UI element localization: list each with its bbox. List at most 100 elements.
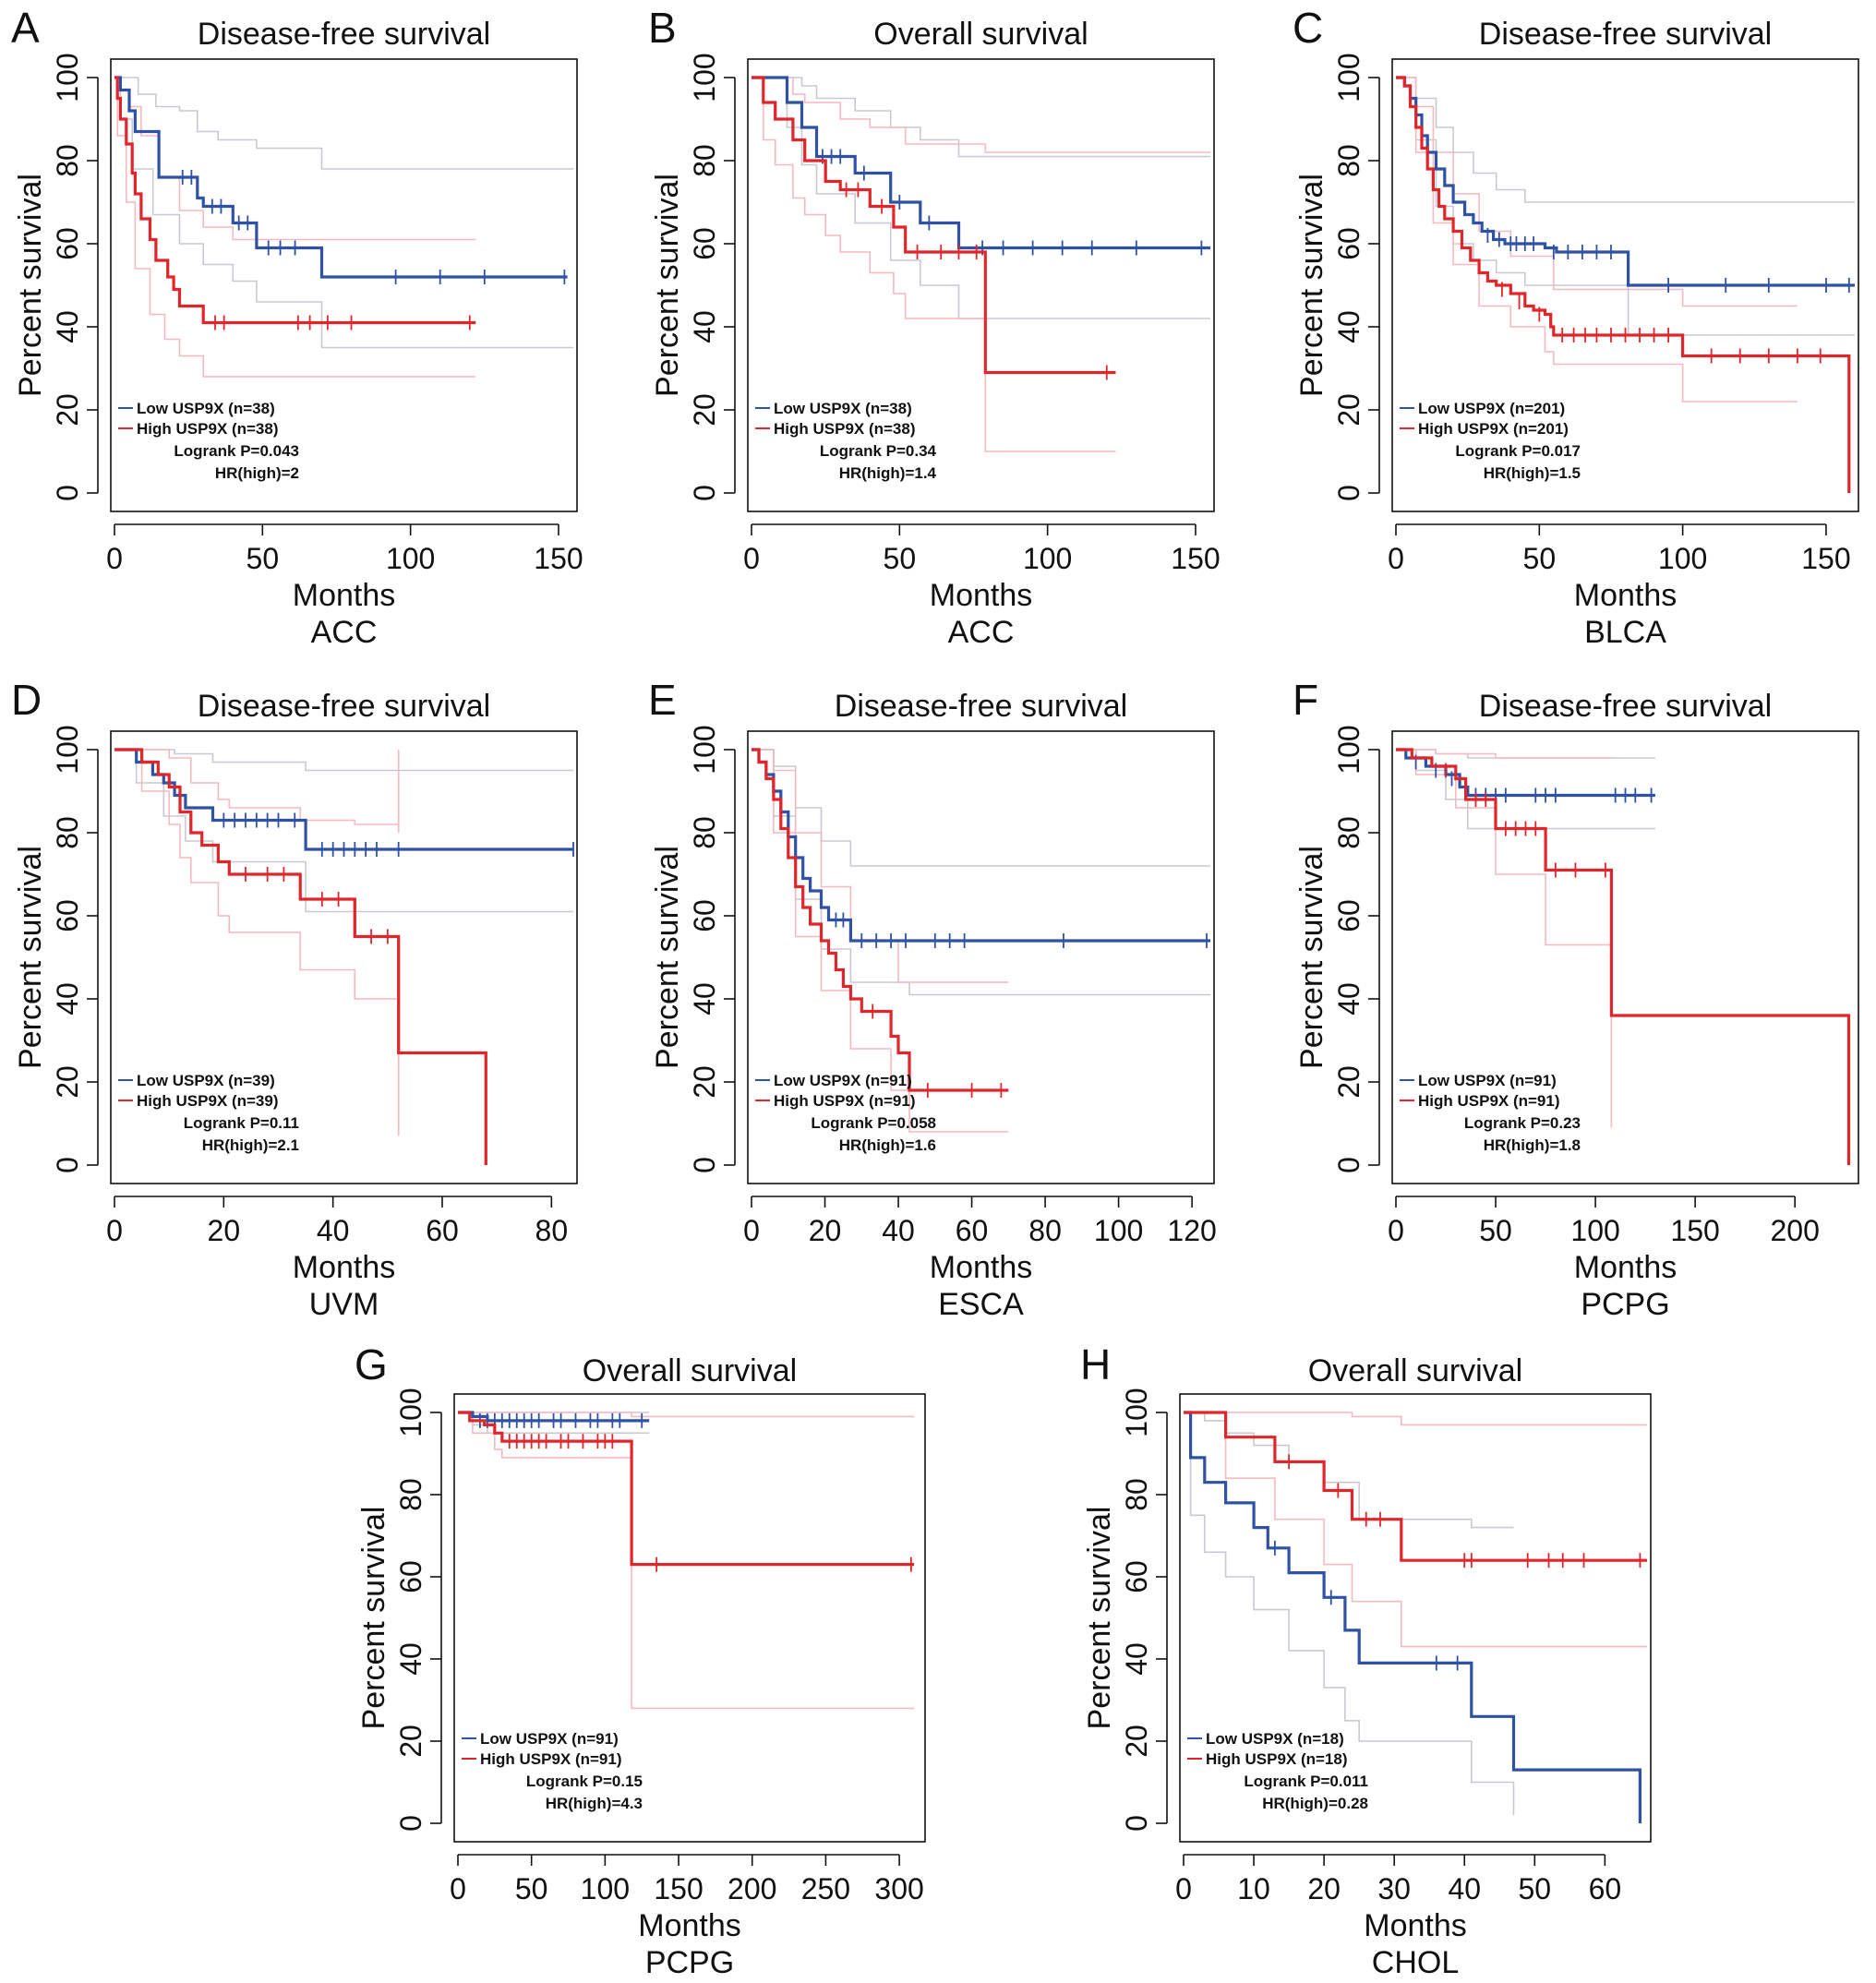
panel-c: C Disease-free survival 0 20 40 60 80 100 0 50 100… [1293,4,1859,650]
x-axis-label: Months [1364,1908,1467,1943]
legend-high: High USP9X (n=91) [1418,1092,1560,1110]
legend-logrank-p: Logrank P=0.34 [820,442,937,460]
y-axis-label: Percent survival [356,1507,391,1730]
legend-low: Low USP9X (n=91) [480,1730,619,1748]
x-tick-label: 50 [1519,1872,1552,1905]
legend-high: High USP9X (n=201) [1418,420,1569,438]
y-tick-label: 0 [1120,1815,1153,1832]
low-usp9x-curve [1396,748,1655,798]
cancer-type-label: ACC [311,615,378,650]
x-tick-label: 0 [1175,1872,1192,1905]
cancer-type-label: PCPG [1581,1287,1669,1322]
x-tick-label: 50 [515,1872,548,1905]
y-tick-label: 100 [1120,1388,1153,1436]
legend-low: Low USP9X (n=39) [137,1072,275,1089]
y-tick-label: 60 [51,899,84,932]
chart-title: Overall survival [1308,1353,1522,1388]
x-tick-label: 300 [874,1872,923,1905]
cancer-type-label: ESCA [938,1287,1024,1322]
legend-logrank-p: Logrank P=0.15 [526,1773,643,1790]
low-usp9x-curve [114,748,573,851]
chart-title: Disease-free survival [198,689,490,724]
y-tick-label: 80 [688,144,721,177]
y-tick-label: 40 [1332,310,1365,343]
y-tick-label: 40 [688,310,721,343]
x-tick-label: 200 [728,1872,776,1905]
y-tick-label: 80 [1332,816,1365,849]
high-usp9x-curve [752,76,1116,375]
plot-frame [453,1393,926,1843]
legend-hazard-ratio: HR(high)=1.8 [1484,1136,1581,1154]
ci-low-lower [1396,749,1655,830]
y-tick-label: 20 [1120,1725,1153,1758]
y-tick-label: 0 [688,485,721,501]
low-usp9x-curve [1396,76,1855,287]
ci-low-upper [114,749,573,772]
y-tick-label: 20 [51,1065,84,1099]
high-usp9x-curve [114,748,487,1165]
legend-high: High USP9X (n=91) [480,1750,622,1768]
panel-letter: A [11,4,40,52]
chart-title: Disease-free survival [198,17,490,52]
high-usp9x-curve [1396,76,1851,493]
x-tick-label: 200 [1770,1214,1819,1247]
high-usp9x-curve [1184,1411,1647,1562]
panel-d: D Disease-free survival 0 20 40 60 80 100 0 20 40 6… [11,676,578,1322]
plot-frame [1391,58,1859,512]
legend-hazard-ratio: HR(high)=1.5 [1484,464,1581,482]
ci-high-lower [1184,1412,1647,1648]
low-usp9x-curve [752,748,1210,943]
y-tick-label: 20 [394,1725,427,1758]
ci-low-lower [752,749,1210,996]
y-tick-label: 100 [394,1388,427,1436]
ci-high-upper [1396,77,1798,307]
x-tick-label: 250 [801,1872,850,1905]
panel-a: A Disease-free survival 0 20 40 60 80 100 0 50 100… [11,4,583,650]
high-usp9x-curve [752,748,1009,1092]
y-tick-label: 60 [51,227,84,260]
panel-letter: D [11,676,42,724]
x-tick-label: 0 [1388,542,1404,575]
y-tick-label: 100 [1332,53,1365,102]
y-axis-label: Percent survival [1294,174,1329,397]
ci-high-lower [752,749,1009,1133]
cancer-type-label: CHOL [1372,1945,1459,1980]
x-tick-label: 100 [581,1872,630,1905]
legend-low: Low USP9X (n=38) [137,400,275,417]
y-tick-label: 20 [688,393,721,427]
ci-low-upper [752,77,1210,158]
ci-high-lower [752,77,1116,452]
ci-high-lower [114,77,476,378]
plot-frame [747,58,1215,512]
ci-low-lower [1184,1412,1515,1816]
x-tick-label: 100 [1023,542,1072,575]
x-tick-label: 40 [317,1214,350,1247]
panel-g: G Overall survival 0 20 40 60 80 100 0 50 100 150 20… [355,1340,926,1980]
cancer-type-label: ACC [948,615,1015,650]
ci-high-upper [114,749,400,833]
high-usp9x-curve [114,76,476,325]
y-tick-label: 0 [1332,1157,1365,1173]
ci-low-upper [1396,749,1655,759]
y-tick-label: 80 [688,816,721,849]
x-tick-label: 10 [1237,1872,1270,1905]
y-tick-label: 40 [1332,982,1365,1016]
x-tick-label: 50 [884,542,917,575]
ci-high-upper [1396,749,1612,759]
panel-letter: F [1293,676,1318,724]
panel-letter: H [1080,1340,1111,1388]
x-tick-label: 100 [386,542,435,575]
panel-e: E Disease-free survival 0 20 40 60 80 100 0 20 40 6… [648,676,1217,1322]
x-tick-label: 50 [247,542,280,575]
x-tick-label: 120 [1167,1214,1216,1247]
ci-low-lower [114,749,573,913]
y-tick-label: 60 [1332,899,1365,932]
y-axis-label: Percent survival [650,174,685,397]
x-tick-label: 20 [1307,1872,1341,1905]
x-tick-label: 50 [1479,1214,1512,1247]
ci-high-lower [1396,77,1798,403]
legend-hazard-ratio: HR(high)=2.1 [202,1136,299,1154]
legend-high: High USP9X (n=18) [1206,1750,1348,1768]
legend-logrank-p: Logrank P=0.23 [1464,1114,1581,1132]
legend-high: High USP9X (n=38) [137,420,279,438]
